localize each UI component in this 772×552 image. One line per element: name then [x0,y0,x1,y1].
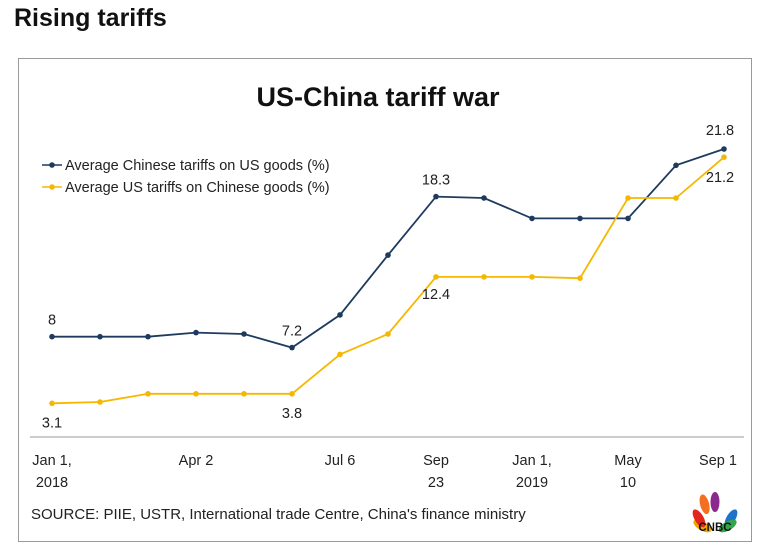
x-tick-label: 2019 [516,475,548,491]
data-point [49,333,55,340]
x-tick-label: 10 [620,475,636,491]
data-point [577,275,583,282]
data-point [433,193,439,200]
data-point [289,344,295,351]
x-tick-label: Jan 1, [512,453,552,469]
legend-item-chinese: Average Chinese tariffs on US goods (%) [42,158,330,174]
x-tick-labels: Jan 1, 2018 Apr 2 Jul 6 Sep 23 Jan 1, 2019 May 10… [32,453,737,491]
source-note: SOURCE: PIIE, USTR, International trade … [31,506,526,523]
data-point [97,399,103,405]
chart-frame [18,58,752,542]
data-point [577,215,583,222]
data-point [481,274,487,280]
page-headline: Rising tariffs [14,4,167,32]
legend: Average Chinese tariffs on US goods (%) … [42,158,330,196]
data-point [529,215,535,222]
x-tick-label: 23 [428,475,444,491]
x-tick-label: Sep 1 [699,453,737,469]
data-point [241,331,247,337]
data-point [145,391,151,397]
data-point [721,146,727,152]
x-tick-label: May [614,453,642,469]
data-point [385,331,391,337]
legend-marker-chinese [49,162,55,168]
data-point [721,154,727,160]
data-point [337,312,343,318]
data-point [625,195,631,201]
series-line-chinese [52,148,725,349]
legend-marker-us [49,184,55,190]
data-point [481,195,487,201]
data-point [193,391,199,397]
data-label-layer: 8 7.2 18.3 21.8 3.1 3.8 12.4 21.2 [42,123,734,431]
data-point [49,400,55,407]
legend-item-us: Average US tariffs on Chinese goods (%) [42,180,330,196]
data-point [433,274,439,280]
data-point [97,333,103,340]
data-point [193,329,199,336]
data-label: 3.8 [282,406,302,422]
data-point [625,215,631,222]
data-point [241,391,247,397]
data-point [385,252,391,258]
data-point [145,333,151,340]
x-tick-label: Sep [423,453,449,469]
chart-title: US-China tariff war [256,82,500,112]
x-tick-label: 2018 [36,475,68,491]
series-layer [49,146,727,407]
data-point [673,162,679,169]
data-label: 21.8 [706,123,734,139]
data-label: 3.1 [42,415,62,431]
legend-label-chinese: Average Chinese tariffs on US goods (%) [65,158,330,174]
data-label: 18.3 [422,173,450,189]
data-label: 8 [48,313,56,329]
data-point [289,391,295,397]
data-point [673,195,679,201]
data-label: 21.2 [706,170,734,186]
peacock-icon [692,492,738,533]
data-point [529,274,535,280]
cnbc-wordmark: CNBC [698,522,731,534]
data-point [337,351,343,358]
legend-label-us: Average US tariffs on Chinese goods (%) [65,180,330,196]
data-label: 7.2 [282,324,302,340]
data-label: 12.4 [422,287,450,303]
x-tick-label: Jul 6 [325,453,356,469]
x-tick-label: Apr 2 [179,453,214,469]
x-tick-label: Jan 1, [32,453,72,469]
cnbc-peacock-logo: CNBC [692,492,738,534]
